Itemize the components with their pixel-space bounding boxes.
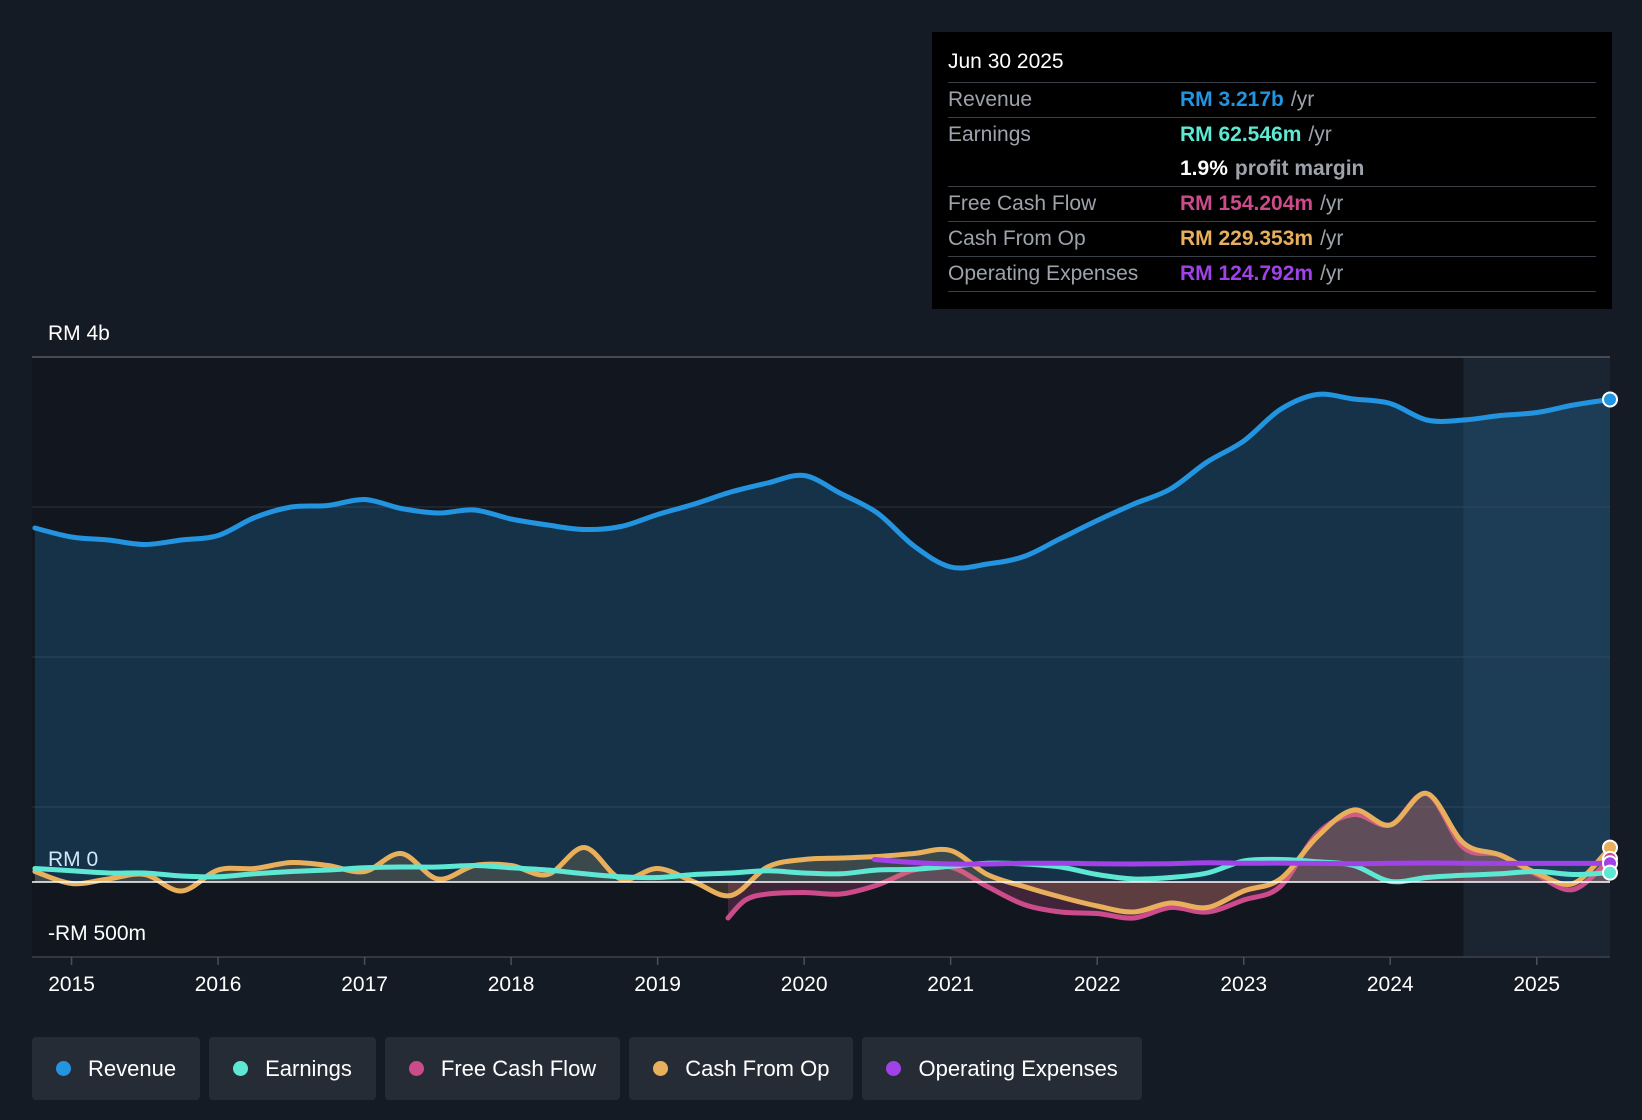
legend-dot-icon [56,1061,71,1076]
legend-dot-icon [233,1061,249,1076]
cash-from-op-line [32,791,1613,915]
tooltip-row-profit-margin: 1.9% profit margin [948,152,1596,187]
tooltip-label: Free Cash Flow [948,192,1097,215]
legend-label: Revenue [88,1055,177,1081]
x-tick-label: 2019 [634,973,681,996]
tooltip-row-earnings: Earnings RM 62.546m /yr [948,118,1596,152]
legend-item-free-cash-flow[interactable]: Free Cash Flow [384,1037,621,1100]
tooltip-unit: /yr [1320,227,1344,250]
legend-label: Free Cash Flow [440,1055,597,1081]
tooltip-unit: /yr [1320,192,1344,215]
tooltip-value: RM 124.792m [1180,262,1314,285]
tooltip-label: Cash From Op [948,227,1086,250]
legend-dot-icon [408,1061,424,1076]
x-tick-label: 2018 [488,973,535,996]
legend-dot-icon [886,1061,902,1076]
tooltip-unit: /yr [1308,123,1332,146]
x-tick-label: 2021 [927,973,974,996]
tooltip-unit: profit margin [1234,157,1365,180]
tooltip-value: RM 154.204m [1180,192,1314,215]
x-tick-label: 2015 [48,973,95,996]
legend-label: Cash From Op [685,1055,830,1081]
tooltip-value: RM 62.546m [1180,123,1302,146]
tooltip-value: RM 3.217b [1180,88,1284,111]
earnings-endpoint [1602,864,1618,881]
free-cash-flow-line [725,790,1613,921]
legend-label: Earnings [265,1055,352,1081]
x-tick-label: 2022 [1074,973,1121,996]
revenue-endpoint [1602,391,1618,408]
chart-tooltip: Jun 30 2025 Revenue RM 3.217b /yr Earnin… [932,32,1612,309]
tooltip-label: Revenue [948,88,1033,111]
legend-item-earnings[interactable]: Earnings [209,1037,376,1100]
tooltip-value: 1.9% [1180,157,1228,180]
legend-label: Operating Expenses [918,1055,1118,1081]
y-label-top: RM 4b [48,322,110,345]
legend-item-revenue[interactable]: Revenue [32,1037,201,1100]
tooltip-row-revenue: Revenue RM 3.217b /yr [948,83,1596,118]
tooltip-row-free-cash-flow: Free Cash Flow RM 154.204m /yr [948,187,1596,222]
revenue-area [34,394,1610,882]
tooltip-unit: /yr [1290,88,1315,111]
tooltip-row-operating-expenses: Operating Expenses RM 124.792m /yr [948,257,1596,292]
x-tick-label: 2025 [1513,973,1560,996]
y-label-bottom: -RM 500m [48,922,146,945]
free-cash-flow-area [728,793,1610,919]
tooltip-label: Earnings [948,123,1031,146]
tooltip-date: Jun 30 2025 [948,46,1596,83]
x-tick-label: 2023 [1220,973,1267,996]
x-tick-label: 2020 [781,973,828,996]
tooltip-label: Operating Expenses [948,262,1139,285]
x-tick-label: 2017 [341,973,388,996]
x-tick-label: 2024 [1367,973,1414,996]
chart-legend: Revenue Earnings Free Cash Flow Cash Fro… [32,1037,1142,1100]
x-tick-label: 2016 [195,973,242,996]
legend-dot-icon [653,1061,669,1076]
legend-item-cash-from-op[interactable]: Cash From Op [629,1037,854,1100]
tooltip-unit: /yr [1320,262,1344,285]
tooltip-row-cash-from-op: Cash From Op RM 229.353m /yr [948,222,1596,257]
tooltip-label [948,152,1180,186]
revenue-line [32,391,1613,571]
tooltip-value: RM 229.353m [1180,227,1314,250]
y-label-zero: RM 0 [48,848,98,871]
legend-item-operating-expenses[interactable]: Operating Expenses [862,1037,1142,1100]
operating-expenses-line [872,857,1613,867]
